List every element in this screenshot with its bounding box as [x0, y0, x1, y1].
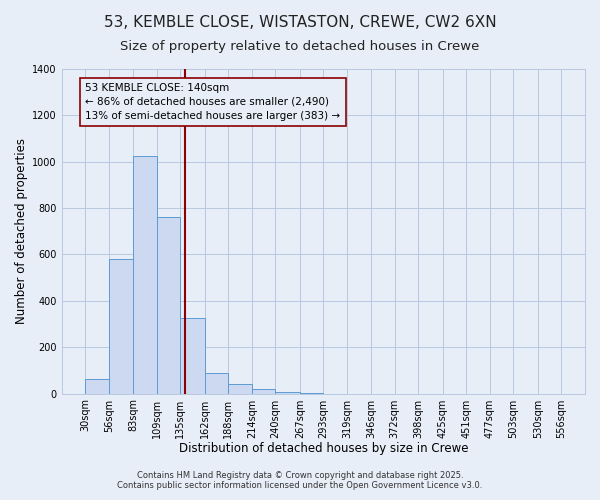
- Y-axis label: Number of detached properties: Number of detached properties: [15, 138, 28, 324]
- Bar: [252, 389, 275, 394]
- Bar: [181, 318, 205, 394]
- X-axis label: Distribution of detached houses by size in Crewe: Distribution of detached houses by size …: [179, 442, 468, 455]
- Bar: [157, 218, 181, 394]
- Text: Contains HM Land Registry data © Crown copyright and database right 2025.
Contai: Contains HM Land Registry data © Crown c…: [118, 470, 482, 490]
- Text: Size of property relative to detached houses in Crewe: Size of property relative to detached ho…: [121, 40, 479, 53]
- Text: 53, KEMBLE CLOSE, WISTASTON, CREWE, CW2 6XN: 53, KEMBLE CLOSE, WISTASTON, CREWE, CW2 …: [104, 15, 496, 30]
- Bar: [275, 392, 300, 394]
- Bar: [205, 372, 229, 394]
- Bar: [133, 156, 157, 394]
- Bar: [85, 378, 109, 394]
- Bar: [229, 384, 252, 394]
- Bar: [109, 259, 133, 394]
- Text: 53 KEMBLE CLOSE: 140sqm
← 86% of detached houses are smaller (2,490)
13% of semi: 53 KEMBLE CLOSE: 140sqm ← 86% of detache…: [85, 83, 341, 121]
